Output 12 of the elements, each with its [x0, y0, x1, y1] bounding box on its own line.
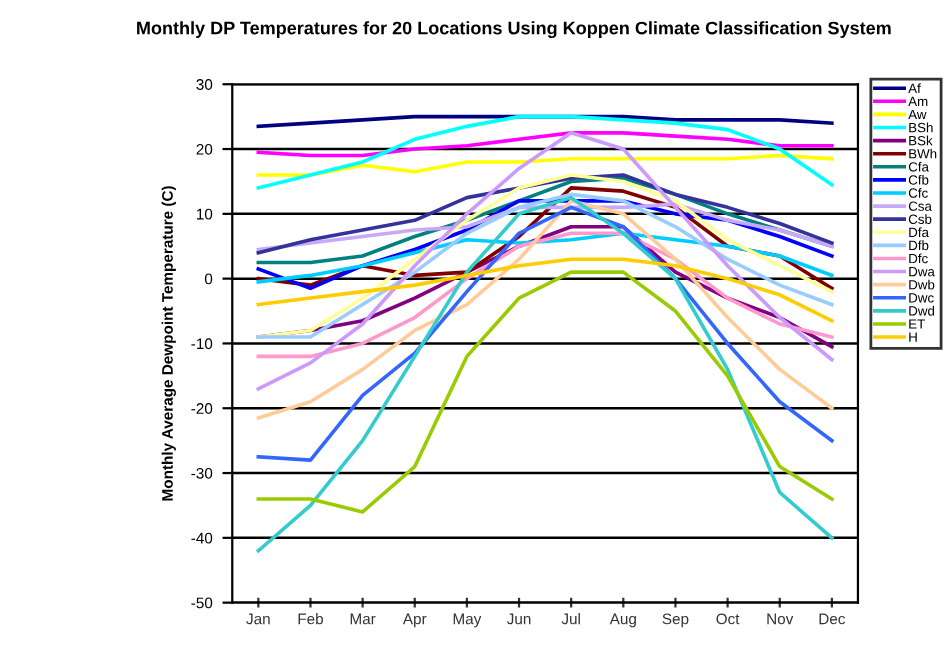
line-series [256, 270, 834, 514]
line-series [256, 195, 834, 553]
chart-title: Monthly DP Temperatures for 20 Locations Using Koppen Climate Classification System [137, 21, 891, 39]
line-series [256, 231, 834, 284]
line-series [256, 202, 834, 252]
line-series [256, 205, 834, 462]
line-series [256, 199, 834, 420]
line-series [256, 131, 834, 391]
line-series [256, 153, 834, 177]
line-series [256, 114, 834, 190]
line-series [256, 131, 834, 158]
line-series [256, 257, 834, 323]
